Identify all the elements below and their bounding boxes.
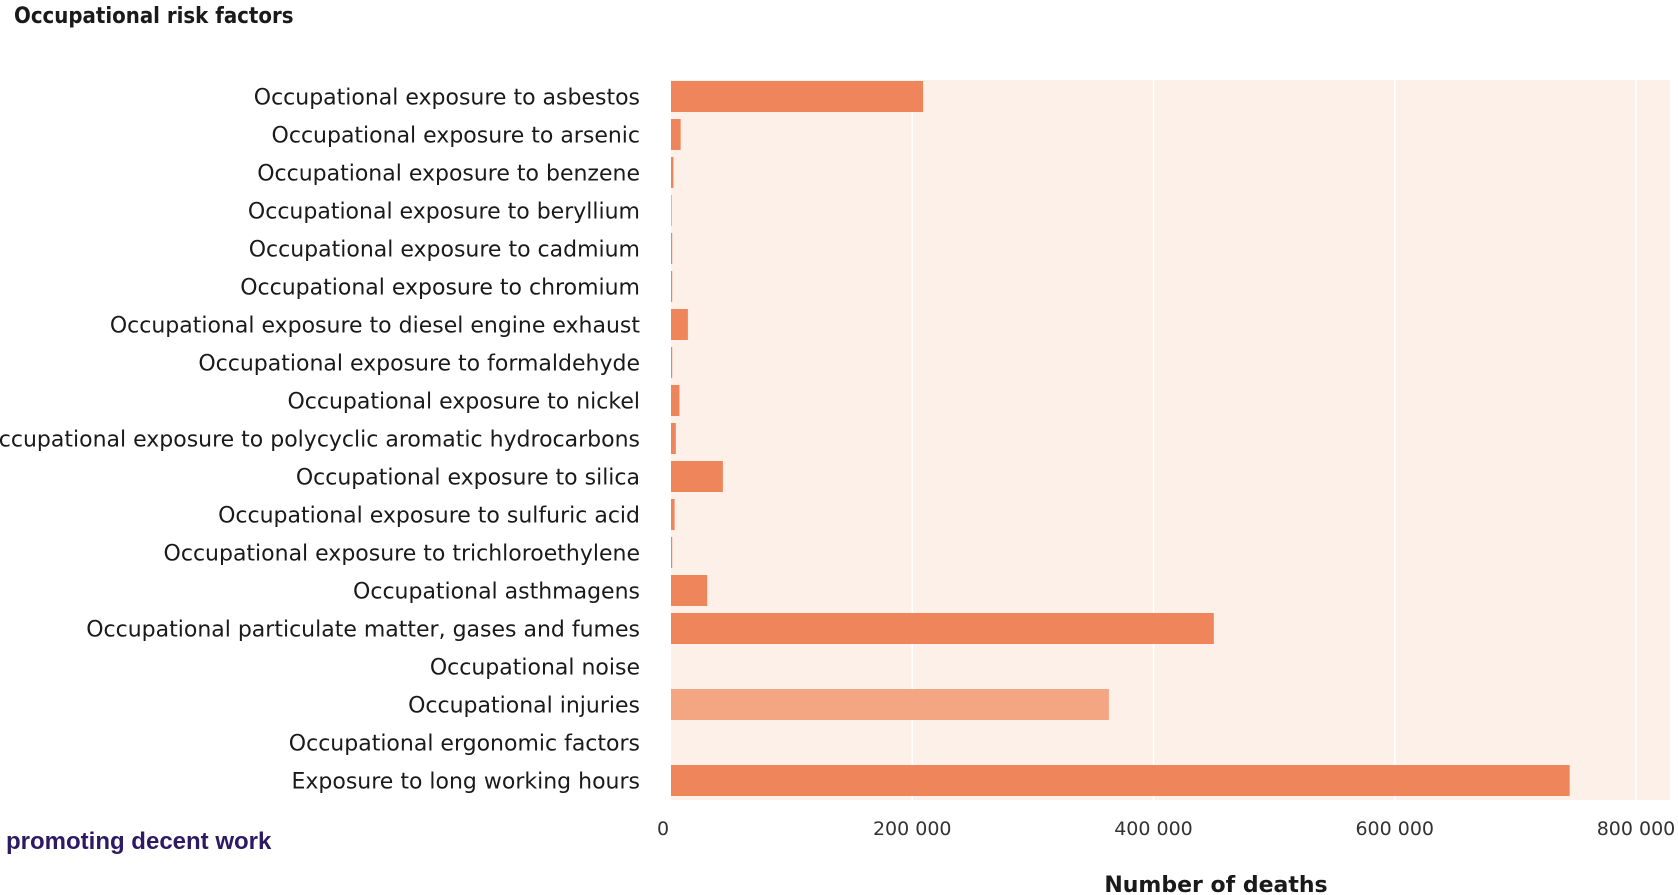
category-label: Occupational exposure to silica (296, 466, 640, 491)
category-label: Occupational exposure to chromium (240, 276, 640, 301)
x-tick-label: 0 (657, 818, 669, 840)
bar (671, 271, 673, 302)
bar (671, 385, 680, 416)
category-label: Occupational exposure to sulfuric acid (218, 504, 640, 529)
category-label: Occupational exposure to asbestos (254, 86, 640, 111)
x-tick-labels: 0 200 000 400 000 600 000 800 000 (657, 818, 1675, 840)
bar (671, 195, 672, 226)
category-labels: Occupational exposure to asbestos Occupat… (0, 86, 640, 795)
x-axis-title: Number of deaths (1104, 873, 1327, 895)
bar (671, 765, 1570, 796)
category-label: Occupational exposure to benzene (257, 162, 640, 187)
bars (671, 81, 1570, 796)
category-label: Occupational injuries (408, 694, 640, 719)
category-label: Occupational exposure to arsenic (272, 124, 640, 149)
footer-tagline: promoting decent work (6, 828, 272, 855)
bar (671, 575, 708, 606)
category-label: Occupational exposure to polycyclic arom… (0, 428, 640, 453)
x-tick-label: 800 000 (1597, 818, 1676, 840)
category-label: Occupational exposure to diesel engine e… (110, 314, 641, 339)
bar (671, 499, 675, 530)
bar (671, 613, 1214, 644)
plot-background (671, 80, 1670, 800)
x-tick-label: 400 000 (1114, 818, 1193, 840)
bar (671, 309, 688, 340)
category-label: Occupational exposure to trichloroethyle… (164, 542, 640, 567)
category-label: Occupational exposure to cadmium (249, 238, 640, 263)
category-label: Occupational exposure to beryllium (248, 200, 640, 225)
bar (671, 233, 673, 264)
x-tick-label: 600 000 (1355, 818, 1434, 840)
bar (671, 537, 673, 568)
bar (671, 689, 1109, 720)
bar (671, 461, 723, 492)
chart-title: Occupational risk factors (14, 4, 294, 29)
bar (671, 119, 681, 150)
category-label: Occupational exposure to formaldehyde (198, 352, 640, 377)
grid-lines (911, 80, 1637, 800)
bar (671, 81, 924, 112)
bar (671, 347, 673, 378)
category-label: Exposure to long working hours (292, 770, 641, 795)
category-label: Occupational ergonomic factors (289, 732, 640, 757)
bar (671, 423, 676, 454)
category-label: Occupational asthmagens (353, 580, 640, 605)
category-label: Occupational exposure to nickel (287, 390, 640, 415)
bar (671, 157, 674, 188)
x-tick-label: 200 000 (873, 818, 952, 840)
category-label: Occupational particulate matter, gases a… (86, 618, 640, 643)
category-label: Occupational noise (430, 656, 640, 681)
